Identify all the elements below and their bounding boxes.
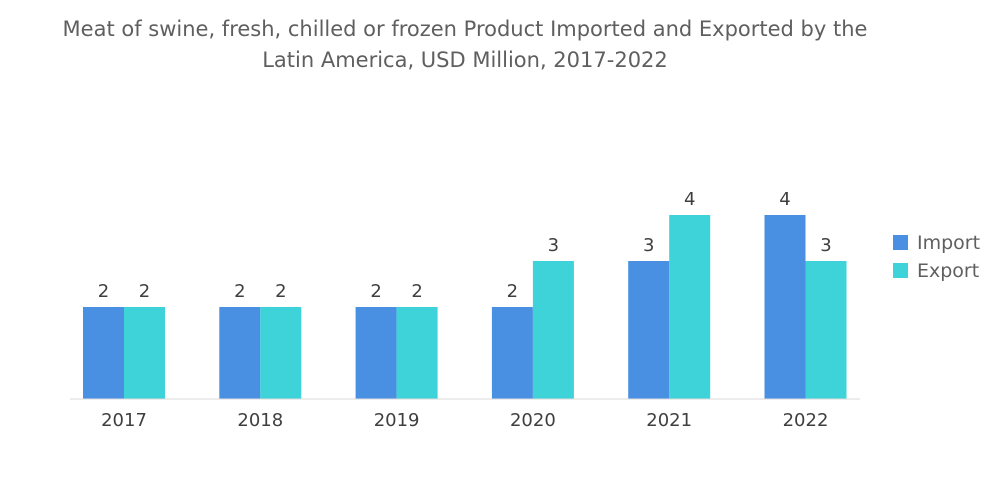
data-label-import-2022: 4 (779, 189, 790, 210)
data-label-export-2022: 3 (820, 235, 831, 256)
chart-title-line-2: Latin America, USD Million, 2017-2022 (262, 48, 668, 72)
plot-area: 2 2 2017 2 2 2018 2 2 2019 2 3 2020 3 4 2021 4 3 2022 (83, 189, 847, 431)
legend: Import Export (893, 232, 980, 282)
bar-export-2021 (669, 215, 711, 399)
data-label-export-2019: 2 (411, 281, 422, 302)
data-label-export-2018: 2 (275, 281, 286, 302)
data-label-import-2020: 2 (507, 281, 518, 302)
bar-import-2019 (355, 307, 397, 399)
x-tick-label-2018: 2018 (237, 410, 283, 431)
data-label-import-2017: 2 (98, 281, 109, 302)
data-label-export-2020: 3 (548, 235, 559, 256)
bar-import-2021 (628, 261, 670, 399)
bar-export-2022 (805, 261, 847, 399)
data-label-import-2021: 3 (643, 235, 654, 256)
data-label-import-2018: 2 (234, 281, 245, 302)
x-tick-label-2019: 2019 (374, 410, 420, 431)
bar-export-2018 (260, 307, 302, 399)
legend-swatch-import (893, 235, 908, 250)
bar-import-2017 (83, 307, 124, 399)
x-tick-label-2017: 2017 (101, 410, 147, 431)
bar-export-2019 (396, 307, 438, 399)
bar-import-2018 (219, 307, 261, 399)
data-label-import-2019: 2 (370, 281, 381, 302)
data-label-export-2017: 2 (139, 281, 150, 302)
x-tick-label-2022: 2022 (783, 410, 829, 431)
bar-export-2020 (532, 261, 574, 399)
data-label-export-2021: 4 (684, 189, 695, 210)
x-tick-label-2020: 2020 (510, 410, 556, 431)
bar-export-2017 (124, 307, 165, 399)
bar-import-2020 (491, 307, 533, 399)
x-tick-label-2021: 2021 (646, 410, 692, 431)
bar-import-2022 (764, 215, 806, 399)
legend-label-import: Import (917, 232, 980, 254)
legend-label-export: Export (917, 260, 979, 282)
chart-title: Meat of swine, fresh, chilled or frozen … (0, 14, 930, 76)
legend-swatch-export (893, 263, 908, 278)
chart-title-line-1: Meat of swine, fresh, chilled or frozen … (62, 17, 868, 41)
